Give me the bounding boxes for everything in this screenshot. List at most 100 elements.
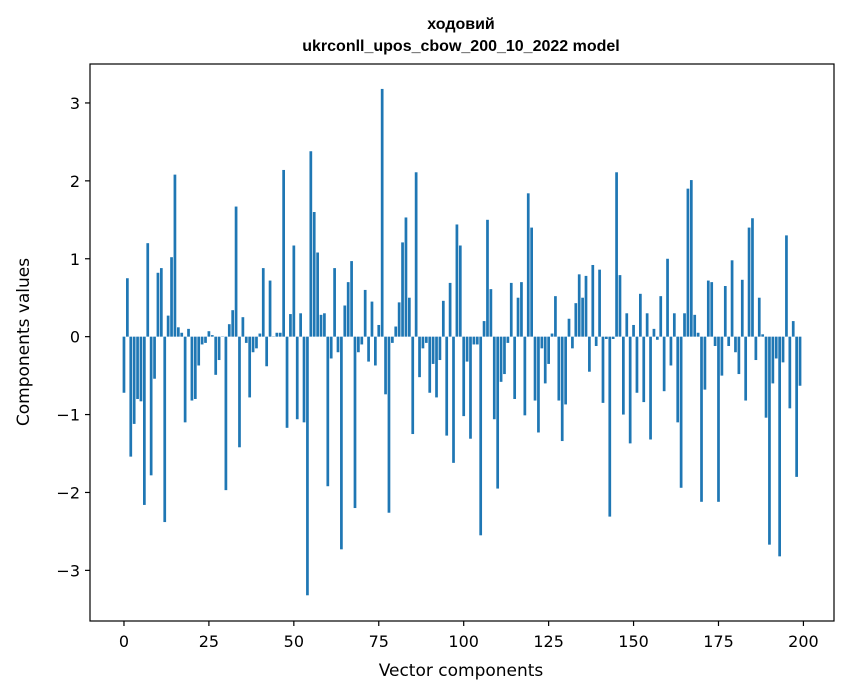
y-tick-label: 0 xyxy=(70,328,80,347)
bar-47 xyxy=(282,169,285,337)
bar-112 xyxy=(503,336,506,375)
bar-199 xyxy=(798,336,802,386)
bar-129 xyxy=(560,336,564,442)
bar-97 xyxy=(452,336,455,463)
bar-104 xyxy=(475,336,479,345)
x-tick-label: 150 xyxy=(618,632,649,651)
bar-108 xyxy=(489,289,493,337)
bar-50 xyxy=(292,245,296,337)
bar-35 xyxy=(241,317,245,337)
bar-88 xyxy=(421,336,425,349)
bar-156 xyxy=(652,328,656,337)
bar-151 xyxy=(635,336,639,393)
bar-132 xyxy=(571,336,574,349)
bar-43 xyxy=(268,280,272,337)
bar-70 xyxy=(360,336,364,345)
bar-163 xyxy=(676,336,680,423)
bar-8 xyxy=(149,336,153,476)
bar-13 xyxy=(166,315,170,337)
bar-191 xyxy=(771,336,775,384)
bar-127 xyxy=(554,296,557,337)
bar-171 xyxy=(703,336,707,390)
y-tick-label: −1 xyxy=(56,406,80,425)
bar-183 xyxy=(744,336,748,401)
bar-4 xyxy=(136,336,139,399)
bar-0 xyxy=(122,336,126,393)
bar-134 xyxy=(577,274,581,337)
bar-122 xyxy=(537,336,540,433)
bar-54 xyxy=(306,336,309,596)
bar-33 xyxy=(234,206,238,337)
bar-135 xyxy=(581,297,584,337)
bar-39 xyxy=(255,336,258,349)
x-tick-label: 200 xyxy=(788,632,819,651)
bar-11 xyxy=(159,268,163,337)
bar-190 xyxy=(768,336,771,545)
bar-119 xyxy=(526,193,530,337)
bar-32 xyxy=(231,310,235,337)
bar-61 xyxy=(329,336,333,359)
bar-24 xyxy=(204,336,207,343)
bar-12 xyxy=(163,336,167,523)
chart-title: ходовий xyxy=(427,16,495,33)
bar-6 xyxy=(143,336,146,505)
bars-group xyxy=(122,88,802,596)
bar-89 xyxy=(424,336,428,343)
bar-177 xyxy=(723,286,727,337)
bar-21 xyxy=(193,336,197,399)
bar-40 xyxy=(258,333,262,337)
bar-67 xyxy=(350,261,353,337)
bar-120 xyxy=(530,227,533,337)
bar-139 xyxy=(594,336,598,347)
bar-80 xyxy=(394,326,398,337)
x-ticks: 0 25 50 75 100 125 150 175 200 xyxy=(119,621,819,651)
bar-102 xyxy=(469,336,472,439)
x-tick-label: 0 xyxy=(119,632,129,651)
bar-109 xyxy=(492,336,496,420)
bar-164 xyxy=(679,336,683,488)
bar-10 xyxy=(156,272,160,337)
bar-87 xyxy=(418,336,421,378)
x-tick-label: 100 xyxy=(448,632,479,651)
bar-150 xyxy=(632,324,635,337)
bar-52 xyxy=(299,313,302,337)
y-tick-label: 2 xyxy=(70,172,80,191)
bar-181 xyxy=(737,336,741,375)
bar-128 xyxy=(557,336,561,401)
bar-51 xyxy=(295,336,299,420)
bar-78 xyxy=(387,336,391,513)
bar-157 xyxy=(655,336,659,340)
bar-166 xyxy=(686,188,690,337)
bar-86 xyxy=(414,172,418,337)
x-tick-label: 75 xyxy=(369,632,389,651)
bar-174 xyxy=(713,336,717,347)
bar-115 xyxy=(513,336,517,399)
bar-173 xyxy=(710,282,714,337)
bar-148 xyxy=(625,313,629,337)
bar-92 xyxy=(435,336,438,398)
bar-192 xyxy=(774,336,778,359)
bar-165 xyxy=(683,313,686,337)
bar-3 xyxy=(132,336,136,424)
bar-168 xyxy=(693,314,697,337)
bar-121 xyxy=(533,336,537,401)
bar-7 xyxy=(146,243,150,337)
bar-58 xyxy=(319,314,323,337)
bar-170 xyxy=(700,336,703,502)
bar-77 xyxy=(384,336,387,395)
bar-131 xyxy=(567,318,571,337)
bar-45 xyxy=(275,332,279,337)
bar-99 xyxy=(458,245,462,337)
bar-154 xyxy=(645,313,649,337)
x-axis-label: Vector components xyxy=(379,661,544,681)
bar-19 xyxy=(187,328,190,337)
bar-197 xyxy=(791,321,795,337)
bar-143 xyxy=(608,336,612,517)
bar-30 xyxy=(224,336,228,491)
bar-113 xyxy=(506,336,510,343)
bar-184 xyxy=(747,227,751,337)
x-tick-label: 50 xyxy=(284,632,304,651)
bar-2 xyxy=(129,336,133,457)
bar-105 xyxy=(479,336,483,536)
bar-5 xyxy=(139,336,143,402)
